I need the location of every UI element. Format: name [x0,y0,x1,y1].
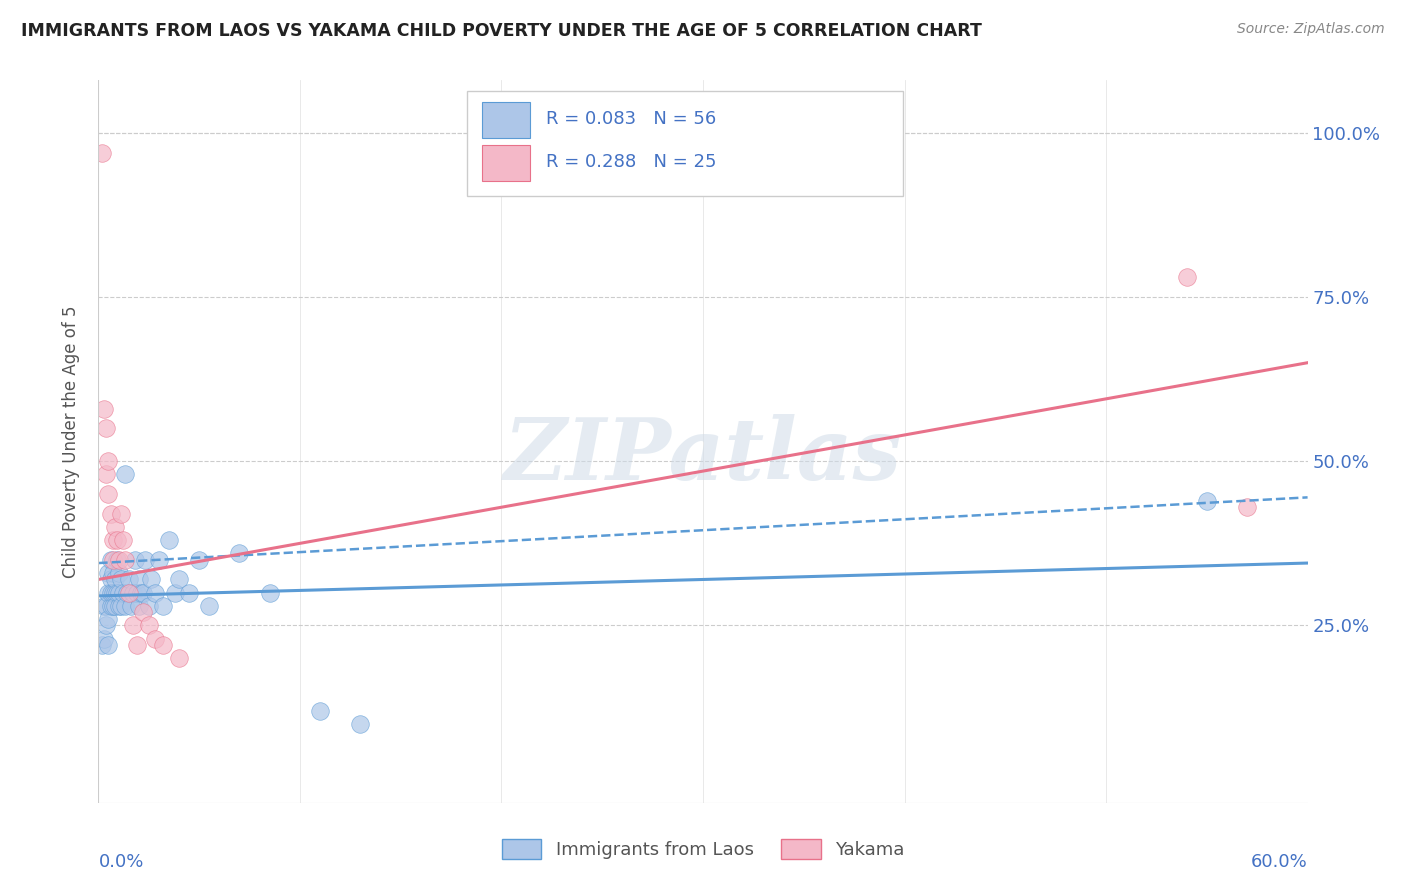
Point [96,618,118,632]
Point [125,638,148,652]
Point [110,507,132,521]
Point [111,533,134,547]
Point [100,599,122,613]
Point [91,145,114,160]
Point [188,553,211,567]
Point [91,638,114,652]
Point [148,553,170,567]
Point [114,553,136,567]
Point [309,704,332,718]
Point [114,467,136,482]
Point [107,553,129,567]
Bar [482,145,530,181]
Point [139,573,162,587]
Point [107,566,129,580]
Point [103,599,125,613]
Bar [482,102,530,138]
Point [93,401,115,416]
Point [228,546,250,560]
Point [167,651,190,665]
Point [101,599,124,613]
Point [118,585,141,599]
Point [143,632,166,646]
Point [128,599,150,613]
Point [114,599,136,613]
Point [138,599,160,613]
Point [115,585,138,599]
Point [101,553,124,567]
Point [107,599,129,613]
Point [198,599,221,613]
Point [179,585,201,599]
Point [132,585,155,599]
Point [103,585,125,599]
Point [100,573,122,587]
Point [125,585,148,599]
Point [121,618,143,632]
Point [157,533,180,547]
Point [110,573,132,587]
Y-axis label: Child Poverty Under the Age of 5: Child Poverty Under the Age of 5 [62,305,80,578]
Point [97,454,120,468]
Text: 0.0%: 0.0% [98,854,143,871]
Text: ZIPatlas: ZIPatlas [503,414,903,498]
Point [121,585,143,599]
Point [101,533,124,547]
Point [96,599,118,613]
Point [93,599,115,613]
Text: 60.0%: 60.0% [1251,854,1308,871]
Point [100,553,122,567]
Point [111,585,134,599]
Point [103,573,125,587]
Text: Source: ZipAtlas.com: Source: ZipAtlas.com [1237,22,1385,37]
Legend: Immigrants from Laos, Yakama: Immigrants from Laos, Yakama [495,831,911,866]
Point [97,566,120,580]
Point [96,421,118,435]
FancyBboxPatch shape [467,91,903,196]
Point [105,553,128,567]
Text: IMMIGRANTS FROM LAOS VS YAKAMA CHILD POVERTY UNDER THE AGE OF 5 CORRELATION CHAR: IMMIGRANTS FROM LAOS VS YAKAMA CHILD POV… [21,22,981,40]
Point [97,638,120,652]
Point [1175,270,1198,285]
Text: R = 0.083   N = 56: R = 0.083 N = 56 [546,110,716,128]
Point [105,533,128,547]
Point [120,599,142,613]
Point [152,638,174,652]
Point [167,573,190,587]
Point [129,585,152,599]
Point [101,566,124,580]
Point [97,585,120,599]
Point [101,585,124,599]
Point [152,599,174,613]
Text: R = 0.288   N = 25: R = 0.288 N = 25 [546,153,716,171]
Point [110,599,132,613]
Point [349,717,371,731]
Point [96,467,118,482]
Point [93,632,115,646]
Point [128,573,150,587]
Point [132,605,155,619]
Point [134,553,156,567]
Point [138,618,160,632]
Point [143,585,166,599]
Point [97,612,120,626]
Point [259,585,281,599]
Point [118,573,141,587]
Point [105,585,128,599]
Point [107,585,129,599]
Point [100,585,122,599]
Point [124,553,146,567]
Point [1236,500,1258,515]
Point [103,520,125,534]
Point [100,507,122,521]
Point [163,585,186,599]
Point [1195,493,1218,508]
Point [97,487,120,501]
